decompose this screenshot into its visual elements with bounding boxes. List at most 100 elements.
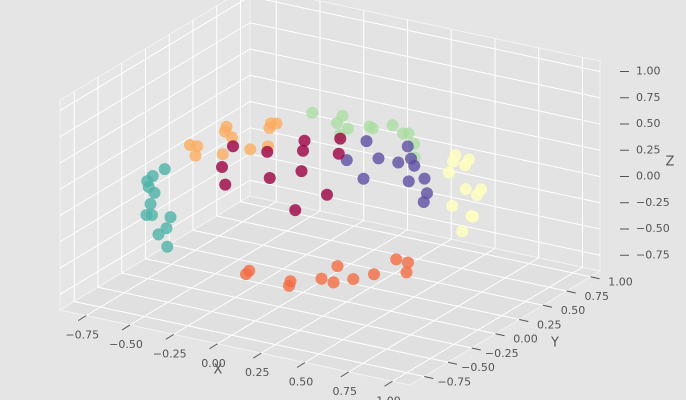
point [219,178,232,191]
point [366,122,379,135]
x-tick [340,371,350,378]
x-tick-label: 0.00 [201,357,226,370]
x-tick-label: −0.50 [109,338,143,351]
point [161,240,174,253]
x-tick [121,324,131,331]
grid-line [85,201,277,317]
y-tick [447,361,458,365]
point [392,156,405,169]
point [216,161,228,174]
point [402,256,414,269]
grid-line [74,300,425,377]
grid-line [145,258,496,335]
y-tick-label: 0.25 [537,318,562,331]
point [418,172,431,185]
point [390,253,403,266]
point [386,119,399,132]
grid-line [260,238,452,354]
point [164,211,177,224]
grid-line [249,22,601,99]
grid-line [263,0,601,72]
point [467,210,479,223]
grid-line [192,229,544,306]
grid-line [348,257,540,373]
point [295,165,308,178]
x-tick-label: −0.25 [153,347,187,360]
y-tick-label: −0.75 [437,375,471,388]
point [297,144,309,157]
grid-line [59,22,251,138]
y-tick-label: −0.50 [461,361,495,374]
y-tick-label: −0.25 [485,347,519,360]
point [459,183,472,196]
point [327,276,340,289]
point [158,163,171,176]
x-tick [252,352,262,359]
point [334,132,347,145]
grid-line [59,74,251,190]
grid-line [216,215,567,292]
z-tick-label: 0.00 [636,170,661,183]
x-tick [77,315,87,322]
y-tick [424,375,434,379]
grid-line [392,266,583,382]
point [146,209,158,222]
point [146,169,159,182]
point [306,106,319,119]
x-tick-label: 0.25 [245,366,270,379]
z-tick-label: 0.50 [636,117,661,130]
x-tick [296,362,306,368]
z-axis-title: Z [666,155,675,170]
point [226,131,238,144]
point [298,134,311,147]
x-tick [384,380,393,387]
y-tick [495,333,505,337]
point [417,196,430,208]
y-tick-label: 0.50 [561,304,586,317]
point [289,204,302,217]
z-tick-label: 0.25 [636,143,661,156]
x-tick-label: 0.50 [289,376,314,389]
z-tick-label: −0.50 [636,222,670,235]
grid-line [59,101,251,216]
point [263,172,276,184]
grid-line [121,272,472,349]
point [191,140,204,153]
point [321,188,333,201]
grid-line [59,0,246,111]
y-tick-label: 0.00 [513,333,538,346]
point [331,260,344,273]
point [244,143,257,156]
y-tick-label: 1.00 [608,276,633,289]
grid-line [97,286,449,363]
grid-line [59,127,251,243]
y-axis-title: Y [550,336,559,351]
point [397,127,409,140]
x-tick [209,343,218,350]
grid-line [59,48,251,164]
x-tick-label: −0.75 [65,329,99,342]
point [446,199,459,212]
grid-line [249,179,601,256]
grid-line [169,243,520,320]
y-tick [519,318,529,322]
point [160,222,173,235]
point [368,268,380,281]
point [315,272,328,285]
point [284,275,297,288]
x-tick [165,333,175,340]
grid-line [304,248,496,363]
x-tick-label: 0.75 [333,385,358,398]
point [331,117,343,130]
point [240,268,252,281]
y-tick [590,276,600,280]
point [475,183,487,196]
z-tick-label: 0.75 [636,91,661,104]
point [372,152,385,165]
point [456,225,469,238]
y-tick [471,347,481,351]
point [408,159,421,172]
x-axis-title: X [214,363,223,378]
point [443,166,455,179]
